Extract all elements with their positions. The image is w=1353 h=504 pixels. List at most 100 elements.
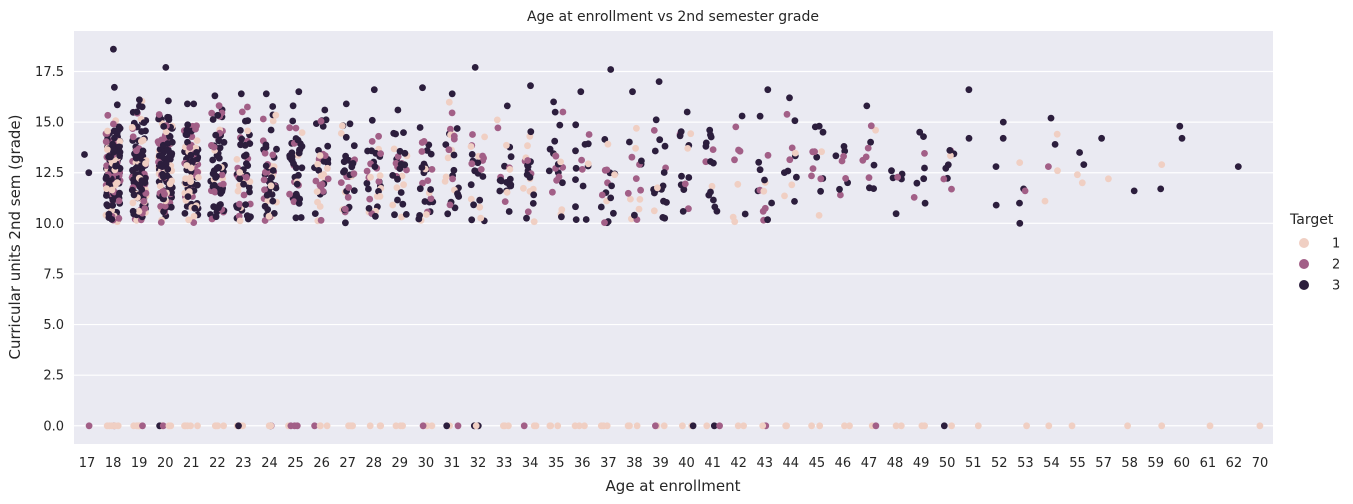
data-point — [689, 422, 697, 430]
data-point — [191, 204, 199, 212]
data-point — [679, 422, 686, 430]
data-point — [159, 170, 167, 178]
data-point — [237, 126, 244, 134]
data-point — [187, 178, 195, 186]
data-point — [470, 201, 477, 209]
data-point — [366, 422, 374, 430]
data-point — [168, 189, 175, 197]
data-point — [1068, 422, 1076, 430]
data-point — [103, 192, 110, 199]
data-point — [865, 174, 873, 182]
data-point — [870, 161, 878, 169]
data-point — [942, 164, 950, 172]
data-point — [445, 98, 453, 106]
data-point — [215, 154, 223, 162]
data-point — [524, 142, 531, 150]
x-tick-label: 21 — [183, 456, 200, 471]
data-point — [269, 151, 277, 159]
data-point — [317, 216, 325, 224]
data-point — [503, 141, 510, 149]
data-point — [1078, 179, 1086, 187]
data-point — [503, 102, 511, 110]
x-tick-label: 58 — [1121, 456, 1138, 471]
data-point — [897, 422, 905, 430]
data-point — [111, 134, 118, 142]
data-point — [371, 163, 379, 171]
data-point — [350, 142, 358, 150]
y-axis-label: Curricular units 2nd sem (grade) — [6, 114, 24, 359]
data-point — [244, 103, 251, 111]
data-point — [240, 180, 248, 188]
data-point — [469, 131, 476, 138]
data-point — [236, 175, 244, 183]
data-point — [244, 117, 252, 125]
data-point — [756, 166, 764, 174]
data-point — [678, 172, 685, 180]
data-point — [442, 141, 450, 149]
data-point — [267, 182, 275, 190]
data-point — [629, 88, 636, 96]
data-point — [267, 422, 275, 430]
data-point — [788, 144, 796, 152]
data-point — [183, 162, 191, 169]
data-point — [286, 124, 294, 132]
data-point — [679, 208, 687, 215]
data-point — [791, 198, 798, 205]
data-point — [684, 145, 692, 152]
data-point — [261, 186, 268, 194]
x-tick-label: 17 — [79, 456, 96, 471]
data-point — [187, 422, 195, 430]
data-point — [242, 201, 250, 209]
x-tick-label: 60 — [1173, 456, 1190, 471]
data-point — [467, 195, 475, 203]
data-point — [577, 88, 585, 96]
data-point — [453, 125, 461, 132]
data-point — [290, 160, 297, 168]
data-point — [921, 199, 929, 207]
data-point — [394, 175, 401, 183]
data-point — [734, 422, 742, 430]
data-point — [731, 218, 739, 226]
data-point — [1016, 159, 1024, 167]
data-point — [112, 162, 119, 170]
x-tick-label: 61 — [1200, 456, 1217, 471]
data-point — [965, 86, 973, 94]
data-point — [321, 106, 329, 114]
data-point — [892, 210, 900, 218]
data-point — [295, 200, 303, 207]
legend-label: 1 — [1332, 237, 1340, 252]
data-point — [553, 177, 560, 184]
data-point — [368, 116, 376, 124]
data-point — [759, 422, 767, 430]
data-point — [584, 160, 592, 168]
data-point — [817, 187, 824, 195]
data-point — [448, 109, 456, 117]
data-point — [549, 188, 556, 196]
data-point — [918, 422, 926, 430]
data-point — [218, 186, 226, 194]
data-point — [681, 180, 689, 188]
data-point — [368, 138, 376, 145]
data-point — [318, 181, 326, 188]
data-point — [888, 167, 895, 175]
data-point — [184, 138, 191, 146]
data-point — [687, 130, 695, 138]
data-point — [397, 189, 405, 196]
data-point — [872, 422, 880, 430]
data-point — [428, 422, 436, 430]
data-point — [661, 214, 669, 222]
data-point — [425, 141, 433, 149]
data-point — [295, 88, 303, 96]
data-point — [710, 196, 717, 204]
data-point — [572, 121, 580, 129]
data-point — [363, 179, 371, 187]
data-point — [238, 135, 246, 143]
data-point — [296, 146, 304, 154]
data-point — [838, 157, 846, 165]
data-point — [627, 195, 634, 203]
data-point — [1256, 422, 1264, 430]
data-point — [346, 120, 354, 128]
data-point — [764, 86, 772, 94]
data-point — [236, 200, 243, 208]
data-point — [350, 170, 358, 178]
